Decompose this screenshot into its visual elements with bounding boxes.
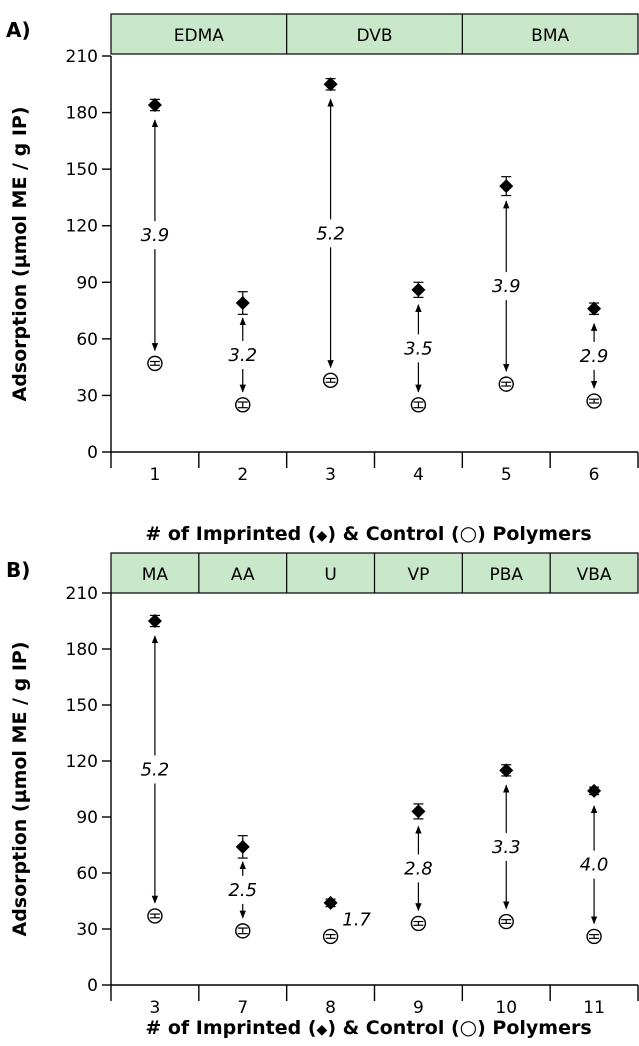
y-axis-label: Adsorption (µmol ME / g IP) [9,106,31,401]
group-label: PBA [489,565,523,585]
y-tick-label: 30 [76,920,98,940]
y-tick-label: 210 [66,584,98,604]
group-label: MA [142,565,169,585]
group-label: EDMA [174,26,224,46]
x-tick-label: 4 [413,465,424,485]
x-axis-label-part: # of Imprinted ( [145,1017,316,1039]
ratio-label: 1.7 [342,910,371,931]
x-tick-label: 1 [150,465,161,485]
x-axis-label-part: ) & Control ( [327,523,459,545]
group-label: VBA [577,565,612,585]
ratio-label: 3.2 [228,345,257,366]
control-point [498,913,514,930]
control-point [410,915,427,932]
x-tick-label: 5 [501,465,512,485]
circle-legend-icon: ○ [460,521,477,545]
y-tick-label: 150 [66,696,98,716]
imprinted-point [587,301,602,316]
x-tick-label: 10 [495,998,517,1018]
group-label: U [324,565,336,585]
x-axis-label: # of Imprinted (◆) & Control (○) Polymer… [145,1015,591,1039]
chart-panel-a: A) EDMA DVB BMA 0 30 60 90 120 150 180 210 1 2 3 4 5 6 Ads… [6,13,639,545]
imprinted-point [147,98,162,113]
y-tick-label: 180 [66,104,98,124]
control-point [322,372,339,389]
circle-legend-icon: ○ [460,1015,477,1039]
imprinted-point [411,804,426,819]
imprinted-point [147,614,162,628]
y-tick-label: 0 [87,443,98,463]
ratio-label: 3.3 [492,837,521,858]
imprinted-point [235,296,250,311]
imprinted-point [323,895,338,910]
control-point [586,928,602,945]
diamond-legend-icon: ◆ [317,528,328,544]
ratio-label: 3.9 [492,276,521,297]
x-axis-label-part: ) Polymers [477,1017,592,1039]
x-axis-label-part: ) & Control ( [327,1017,459,1039]
panel-letter: A) [6,18,31,42]
imprinted-point [411,282,426,297]
group-label: AA [231,565,255,585]
group-label: BMA [531,26,569,46]
x-tick-label: 9 [413,998,424,1018]
x-tick-label: 2 [237,465,248,485]
control-point [586,393,602,409]
group-header-band [110,13,639,55]
y-tick-label: 60 [76,330,98,350]
y-tick-label: 120 [66,752,98,772]
ratio-label: 5.2 [141,759,170,780]
imprinted-point [587,783,602,798]
group-label: DVB [356,26,392,46]
y-tick-label: 120 [66,217,98,237]
control-point [322,928,339,945]
ratio-label: 3.5 [404,338,433,359]
imprinted-point [499,179,514,194]
y-tick-label: 90 [76,808,98,828]
ratio-label: 5.2 [316,223,345,244]
group-label: VP [407,565,429,585]
control-point [147,908,163,924]
control-point [147,355,163,372]
y-tick-label: 90 [76,273,98,293]
ratio-label: 4.0 [580,855,609,876]
y-tick-label: 60 [76,864,98,884]
control-point [235,923,251,939]
y-tick-label: 180 [66,640,98,660]
imprinted-point [499,763,514,778]
ratio-label: 2.8 [404,858,433,879]
x-tick-label: 3 [150,998,161,1018]
panel-letter: B) [6,558,30,582]
x-tick-label: 8 [325,998,336,1018]
ratio-label: 3.9 [141,225,170,246]
control-point [498,376,514,392]
x-tick-label: 3 [325,465,336,485]
y-tick-label: 150 [66,160,98,180]
x-tick-label: 11 [583,998,605,1018]
y-axis-label: Adsorption (µmol ME / g IP) [9,641,31,936]
y-tick-label: 30 [76,386,98,406]
x-axis-label-part: ) Polymers [477,523,592,545]
ratio-label: 2.9 [580,346,609,367]
x-tick-label: 6 [589,465,600,485]
x-axis-label-part: # of Imprinted ( [145,523,316,545]
control-point [410,397,427,413]
y-tick-label: 210 [66,47,98,67]
imprinted-point [235,839,250,854]
chart-panel-b: B) MA AA U VP PBA VBA 0 30 60 90 120 150 180 210 3 7 8 9 10… [6,552,639,1039]
imprinted-point [323,77,338,92]
y-tick-label: 0 [87,976,98,996]
x-tick-label: 7 [237,998,248,1018]
ratio-label: 2.5 [228,880,257,901]
diamond-legend-icon: ◆ [317,1022,328,1038]
control-point [235,397,251,413]
x-axis-label: # of Imprinted (◆) & Control (○) Polymer… [145,521,591,545]
